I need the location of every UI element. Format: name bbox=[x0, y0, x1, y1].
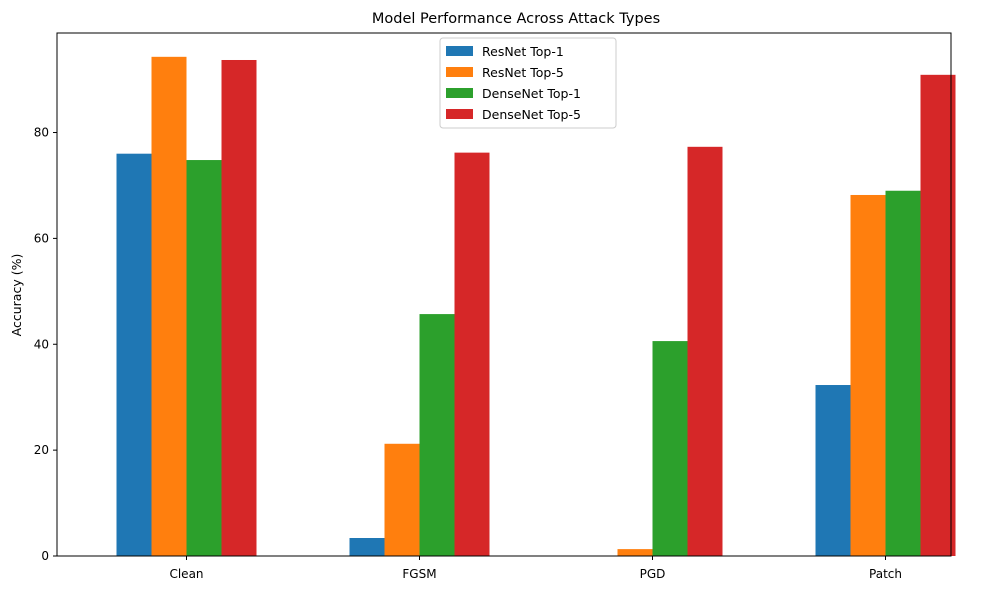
legend-entry-label: ResNet Top-5 bbox=[482, 65, 564, 80]
legend-swatch bbox=[446, 88, 473, 98]
bar-resnet-top-5-pgd bbox=[617, 549, 653, 556]
legend-swatch bbox=[446, 67, 473, 77]
x-tick-label-pgd: PGD bbox=[640, 567, 666, 581]
legend-swatch bbox=[446, 46, 473, 56]
plot-frame bbox=[56, 32, 952, 557]
y-tick-label: 40 bbox=[34, 337, 49, 351]
bar-densenet-top-5-patch bbox=[920, 74, 956, 557]
chart-title: Model Performance Across Attack Types bbox=[372, 11, 660, 27]
x-tick-label-clean: Clean bbox=[169, 567, 203, 581]
legend-entry-label: DenseNet Top-1 bbox=[482, 86, 581, 101]
legend-swatch bbox=[446, 109, 473, 119]
bar-densenet-top-5-fgsm bbox=[454, 152, 490, 556]
y-tick-label: 60 bbox=[34, 231, 49, 245]
legend: ResNet Top-1 ResNet Top-5 DenseNet Top-1 De… bbox=[439, 37, 617, 129]
y-axis-label: Accuracy (%) bbox=[9, 254, 24, 337]
legend-box bbox=[439, 37, 617, 129]
bar-densenet-top-1-pgd bbox=[652, 341, 688, 556]
bars-group bbox=[116, 56, 956, 557]
y-tick-label: 20 bbox=[34, 443, 49, 457]
y-axis-ticks: 0 20 40 60 80 bbox=[34, 126, 57, 563]
bar-densenet-top-5-clean bbox=[221, 59, 257, 557]
bar-resnet-top-5-clean bbox=[151, 56, 187, 556]
bar-densenet-top-1-fgsm bbox=[419, 314, 455, 556]
x-tick-label-patch: Patch bbox=[869, 567, 902, 581]
bar-resnet-top-1-fgsm bbox=[349, 538, 385, 556]
y-tick-label: 0 bbox=[41, 549, 49, 563]
x-tick-label-fgsm: FGSM bbox=[402, 567, 436, 581]
legend-entry-label: DenseNet Top-5 bbox=[482, 107, 581, 122]
bar-resnet-top-1-patch bbox=[815, 385, 851, 556]
x-axis-ticks: Clean FGSM PGD Patch bbox=[169, 556, 902, 581]
bar-densenet-top-1-clean bbox=[186, 160, 222, 556]
bar-resnet-top-5-fgsm bbox=[384, 443, 420, 556]
bar-resnet-top-5-patch bbox=[850, 194, 886, 556]
bar-resnet-top-1-clean bbox=[116, 153, 152, 556]
y-tick-label: 80 bbox=[34, 126, 49, 140]
legend-entry-label: ResNet Top-1 bbox=[482, 44, 564, 59]
bar-densenet-top-1-patch bbox=[885, 190, 921, 557]
bar-densenet-top-5-pgd bbox=[687, 146, 723, 556]
